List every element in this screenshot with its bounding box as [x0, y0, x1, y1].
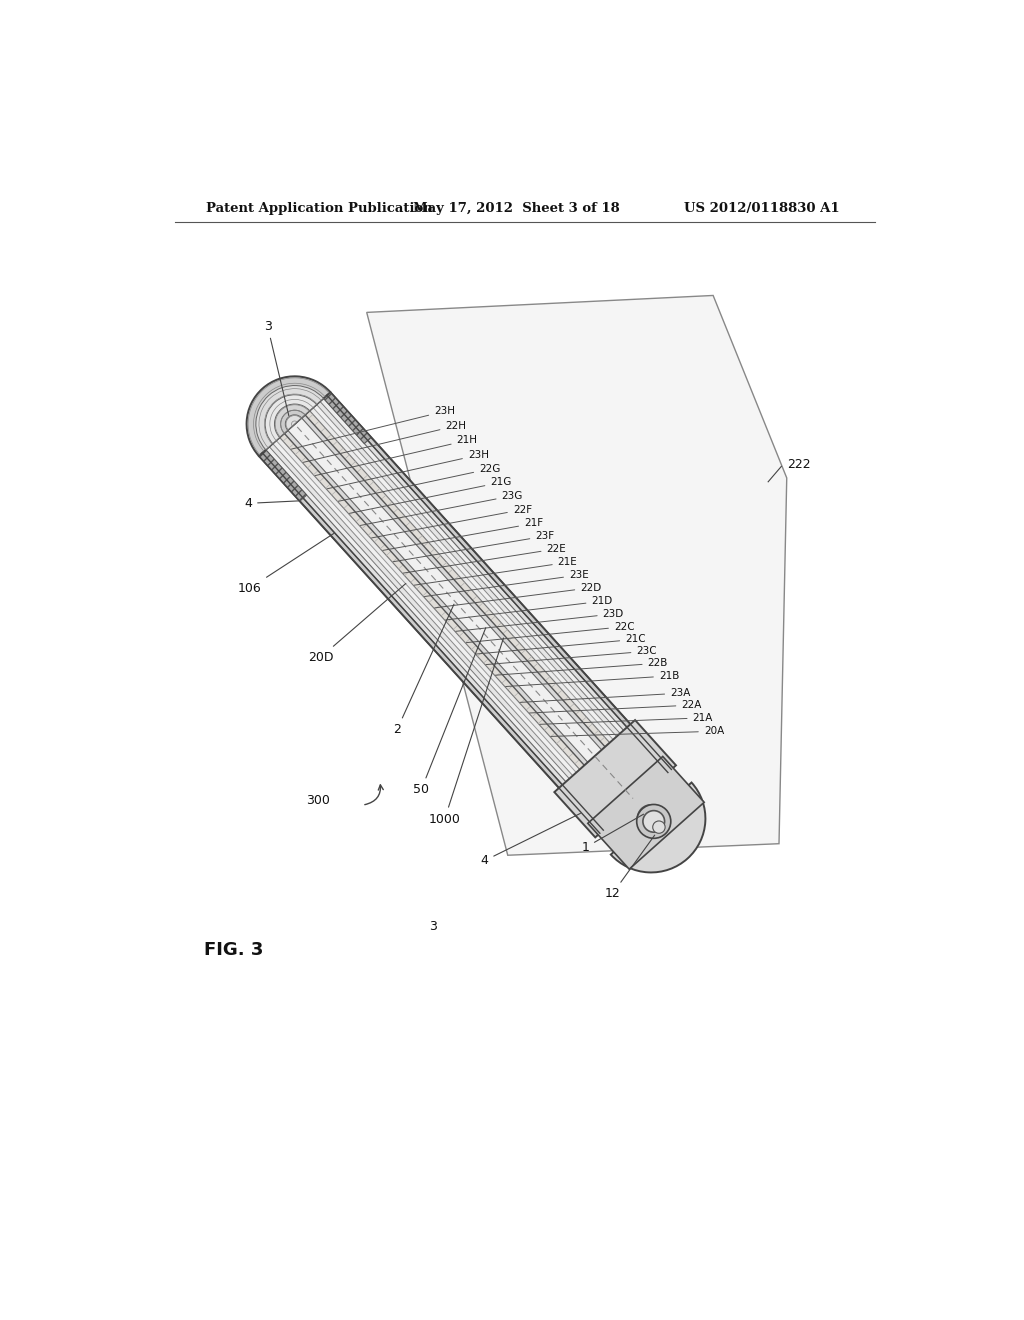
- Text: 3: 3: [429, 920, 436, 933]
- Polygon shape: [285, 414, 646, 810]
- Text: 222: 222: [786, 458, 810, 471]
- Text: 21D: 21D: [445, 597, 612, 620]
- Text: 22B: 22B: [496, 659, 668, 676]
- Polygon shape: [280, 411, 650, 814]
- Polygon shape: [266, 399, 665, 828]
- Circle shape: [652, 821, 666, 833]
- Text: 1000: 1000: [429, 638, 504, 825]
- Text: 106: 106: [238, 533, 334, 594]
- Text: 21F: 21F: [383, 519, 543, 550]
- Wedge shape: [286, 414, 301, 430]
- Text: 21A: 21A: [540, 713, 713, 725]
- Text: 21B: 21B: [506, 671, 679, 686]
- Polygon shape: [554, 721, 676, 837]
- Polygon shape: [588, 756, 705, 869]
- Text: US 2012/0118830 A1: US 2012/0118830 A1: [684, 202, 840, 215]
- Text: 2: 2: [393, 605, 454, 737]
- Polygon shape: [324, 392, 372, 444]
- Wedge shape: [265, 395, 316, 444]
- Text: 22D: 22D: [434, 582, 601, 609]
- Polygon shape: [259, 392, 672, 833]
- Circle shape: [637, 805, 666, 833]
- Text: 4: 4: [245, 496, 299, 510]
- Text: 23H: 23H: [328, 450, 488, 488]
- Text: 22E: 22E: [403, 544, 566, 573]
- Circle shape: [637, 804, 671, 838]
- Circle shape: [643, 810, 659, 828]
- Text: 23F: 23F: [393, 531, 554, 562]
- Text: 23H: 23H: [292, 407, 455, 449]
- Text: 23D: 23D: [456, 609, 624, 631]
- Text: 23A: 23A: [520, 688, 690, 702]
- Text: 23E: 23E: [425, 570, 589, 597]
- Text: 23C: 23C: [485, 647, 657, 664]
- Text: 22F: 22F: [372, 504, 531, 539]
- Polygon shape: [272, 404, 657, 821]
- FancyArrowPatch shape: [365, 785, 383, 805]
- Circle shape: [643, 810, 665, 832]
- Text: 4: 4: [480, 813, 581, 867]
- Polygon shape: [262, 395, 668, 830]
- Polygon shape: [367, 296, 786, 855]
- Polygon shape: [276, 408, 654, 818]
- Wedge shape: [247, 376, 331, 455]
- Text: 23G: 23G: [360, 491, 523, 525]
- Text: 21G: 21G: [349, 478, 512, 513]
- Text: FIG. 3: FIG. 3: [204, 941, 263, 960]
- Text: May 17, 2012  Sheet 3 of 18: May 17, 2012 Sheet 3 of 18: [414, 202, 620, 215]
- Text: 50: 50: [414, 628, 485, 796]
- Wedge shape: [610, 783, 706, 873]
- Text: 22H: 22H: [303, 421, 466, 462]
- Text: Patent Application Publication: Patent Application Publication: [206, 202, 432, 215]
- Text: 1: 1: [582, 814, 643, 854]
- Text: 20A: 20A: [551, 726, 724, 737]
- Text: 12: 12: [604, 836, 654, 900]
- Polygon shape: [259, 450, 307, 502]
- Polygon shape: [288, 418, 642, 808]
- Text: 22C: 22C: [466, 622, 635, 643]
- Wedge shape: [281, 411, 305, 433]
- Text: 21C: 21C: [476, 635, 646, 653]
- Text: 20D: 20D: [308, 583, 406, 664]
- Polygon shape: [269, 401, 662, 824]
- Text: 21E: 21E: [415, 557, 578, 585]
- Text: 22G: 22G: [339, 463, 501, 502]
- Text: 3: 3: [263, 319, 289, 416]
- Text: 21H: 21H: [315, 436, 477, 475]
- Text: 22A: 22A: [529, 700, 701, 713]
- Text: 300: 300: [306, 793, 330, 807]
- Wedge shape: [256, 385, 324, 450]
- Wedge shape: [274, 404, 309, 437]
